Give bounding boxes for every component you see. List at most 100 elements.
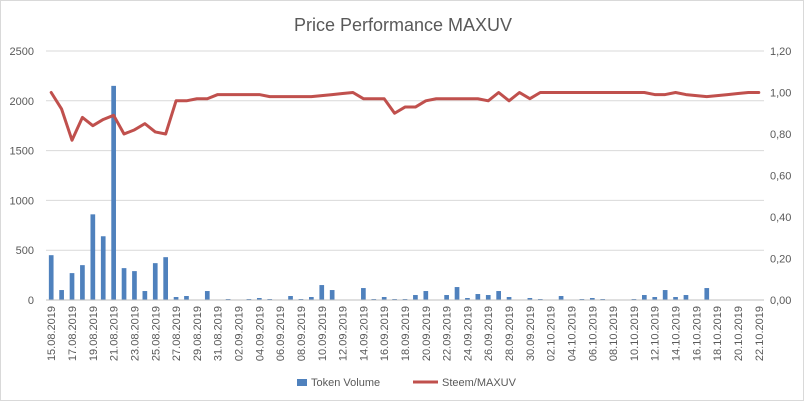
bar-token-volume: [454, 287, 460, 300]
line-path-steem-maxuv: [49, 91, 761, 142]
right-axis-tick-label: 0,40: [770, 212, 791, 224]
bar-token-volume: [319, 285, 325, 300]
x-axis-tick-label: 12.10.2019: [650, 306, 662, 361]
x-axis-tick-label: 29.08.2019: [192, 306, 204, 361]
x-axis-tick-label: 22.10.2019: [754, 306, 766, 361]
bar-token-volume: [132, 271, 137, 300]
x-axis-tick-label: 02.09.2019: [234, 306, 246, 361]
left-axis-tick-label: 0: [28, 295, 34, 307]
bar-token-volume: [69, 273, 75, 300]
x-axis-tick-label: 14.10.2019: [671, 306, 683, 361]
bar-token-volume: [48, 255, 54, 300]
x-axis-tick-label: 10.09.2019: [317, 306, 329, 361]
left-axis-tick-label: 2500: [10, 46, 34, 58]
bar-token-volume: [90, 214, 96, 300]
x-axis-tick-label: 26.09.2019: [483, 306, 495, 361]
bar-token-volume: [256, 298, 262, 300]
bar-token-volume: [652, 297, 658, 300]
x-axis-tick-label: 06.10.2019: [587, 306, 599, 361]
x-axis-tick-label: 16.10.2019: [691, 306, 703, 361]
left-axis-tick-label: 1500: [10, 146, 34, 158]
axes: 0 500 1000 1500 2000 2500 0,00 0,20 0,40 0,60 0,80…: [10, 46, 792, 361]
x-axis-tick-label: 08.10.2019: [608, 306, 620, 361]
right-axis-tick-label: 1,00: [770, 88, 791, 100]
x-axis-tick-label: 18.09.2019: [400, 306, 412, 361]
bar-token-volume: [558, 296, 564, 300]
bar-token-volume: [465, 298, 470, 300]
x-axis-tick-label: 10.10.2019: [629, 306, 641, 361]
x-axis-tick-label: 28.09.2019: [504, 306, 516, 361]
bar-token-volume: [444, 295, 449, 300]
bar-token-volume: [59, 290, 64, 300]
bar-token-volume: [111, 85, 116, 300]
left-axis-tick-label: 1000: [10, 195, 34, 207]
x-axis-tick-label: 19.08.2019: [88, 306, 100, 361]
line-series-steem-maxuv: [49, 91, 761, 142]
bar-token-volume: [142, 291, 148, 300]
bar-token-volume: [173, 297, 179, 300]
x-axis-tick-label: 15.08.2019: [46, 306, 58, 361]
x-axis-tick-label: 21.08.2019: [109, 306, 121, 361]
gridlines: [46, 50, 764, 251]
right-axis-tick-label: 1,20: [770, 46, 791, 58]
x-axis-tick-label: 22.09.2019: [442, 306, 454, 361]
chart-title: Price Performance MAXUV: [294, 15, 512, 35]
x-axis-tick-label: 08.09.2019: [296, 306, 308, 361]
right-axis-tick-label: 0,60: [770, 171, 791, 183]
bar-token-volume: [475, 294, 481, 300]
legend-label-token-volume: Token Volume: [311, 377, 380, 389]
x-axis-tick-label: 04.09.2019: [254, 306, 266, 361]
bar-token-volume: [527, 298, 533, 300]
x-axis-tick-label: 24.09.2019: [462, 306, 474, 361]
left-axis-tick-label: 500: [16, 245, 34, 257]
bar-token-volume: [121, 268, 127, 300]
bar-token-volume: [184, 296, 189, 300]
x-axis-tick-label: 06.09.2019: [275, 306, 287, 361]
x-axis-tick-label: 25.08.2019: [150, 306, 162, 361]
bar-token-volume: [496, 291, 501, 300]
x-axis-tick-label: 04.10.2019: [566, 306, 578, 361]
bar-token-volume: [704, 288, 710, 300]
x-axis-tick-label: 27.08.2019: [171, 306, 183, 361]
bar-token-volume: [485, 295, 491, 300]
bar-token-volume: [589, 298, 595, 300]
x-axis-tick-label: 20.10.2019: [733, 306, 745, 361]
bar-token-volume: [152, 263, 158, 300]
x-axis-tick-label: 17.08.2019: [67, 306, 79, 361]
x-axis-tick-label: 31.08.2019: [213, 306, 225, 361]
bar-series-token-volume: [48, 85, 710, 300]
right-axis-tick-label: 0,20: [770, 254, 791, 266]
bar-token-volume: [506, 297, 512, 300]
x-axis-tick-label: 14.09.2019: [358, 306, 370, 361]
bar-token-volume: [309, 297, 314, 300]
bar-token-volume: [100, 236, 106, 300]
bar-token-volume: [163, 257, 169, 300]
x-axis-tick-label: 18.10.2019: [712, 306, 724, 361]
x-axis-tick-label: 20.09.2019: [421, 306, 433, 361]
bar-token-volume: [683, 295, 689, 300]
bar-token-volume: [673, 297, 678, 300]
bar-token-volume: [329, 290, 335, 300]
legend-swatch-token-volume: [297, 379, 307, 386]
bar-token-volume: [288, 296, 293, 300]
x-axis-tick-label: 30.09.2019: [525, 306, 537, 361]
left-axis-tick-label: 2000: [10, 96, 34, 108]
right-axis-tick-label: 0,00: [770, 295, 791, 307]
x-axis-tick-label: 23.08.2019: [129, 306, 141, 361]
x-axis-tick-label: 02.10.2019: [546, 306, 558, 361]
bar-token-volume: [381, 297, 387, 300]
bar-token-volume: [361, 288, 366, 300]
bar-token-volume: [662, 290, 668, 300]
bar-token-volume: [423, 291, 429, 300]
legend-label-steem-maxuv: Steem/MAXUV: [442, 377, 517, 389]
right-axis-tick-label: 0,80: [770, 129, 791, 141]
x-axis-tick-label: 16.09.2019: [379, 306, 391, 361]
bar-token-volume: [641, 295, 647, 300]
bar-token-volume: [204, 291, 210, 300]
legend: Token Volume Steem/MAXUV: [297, 377, 517, 389]
x-axis-tick-label: 12.09.2019: [338, 306, 350, 361]
bar-token-volume: [413, 295, 418, 300]
bar-token-volume: [80, 265, 85, 300]
